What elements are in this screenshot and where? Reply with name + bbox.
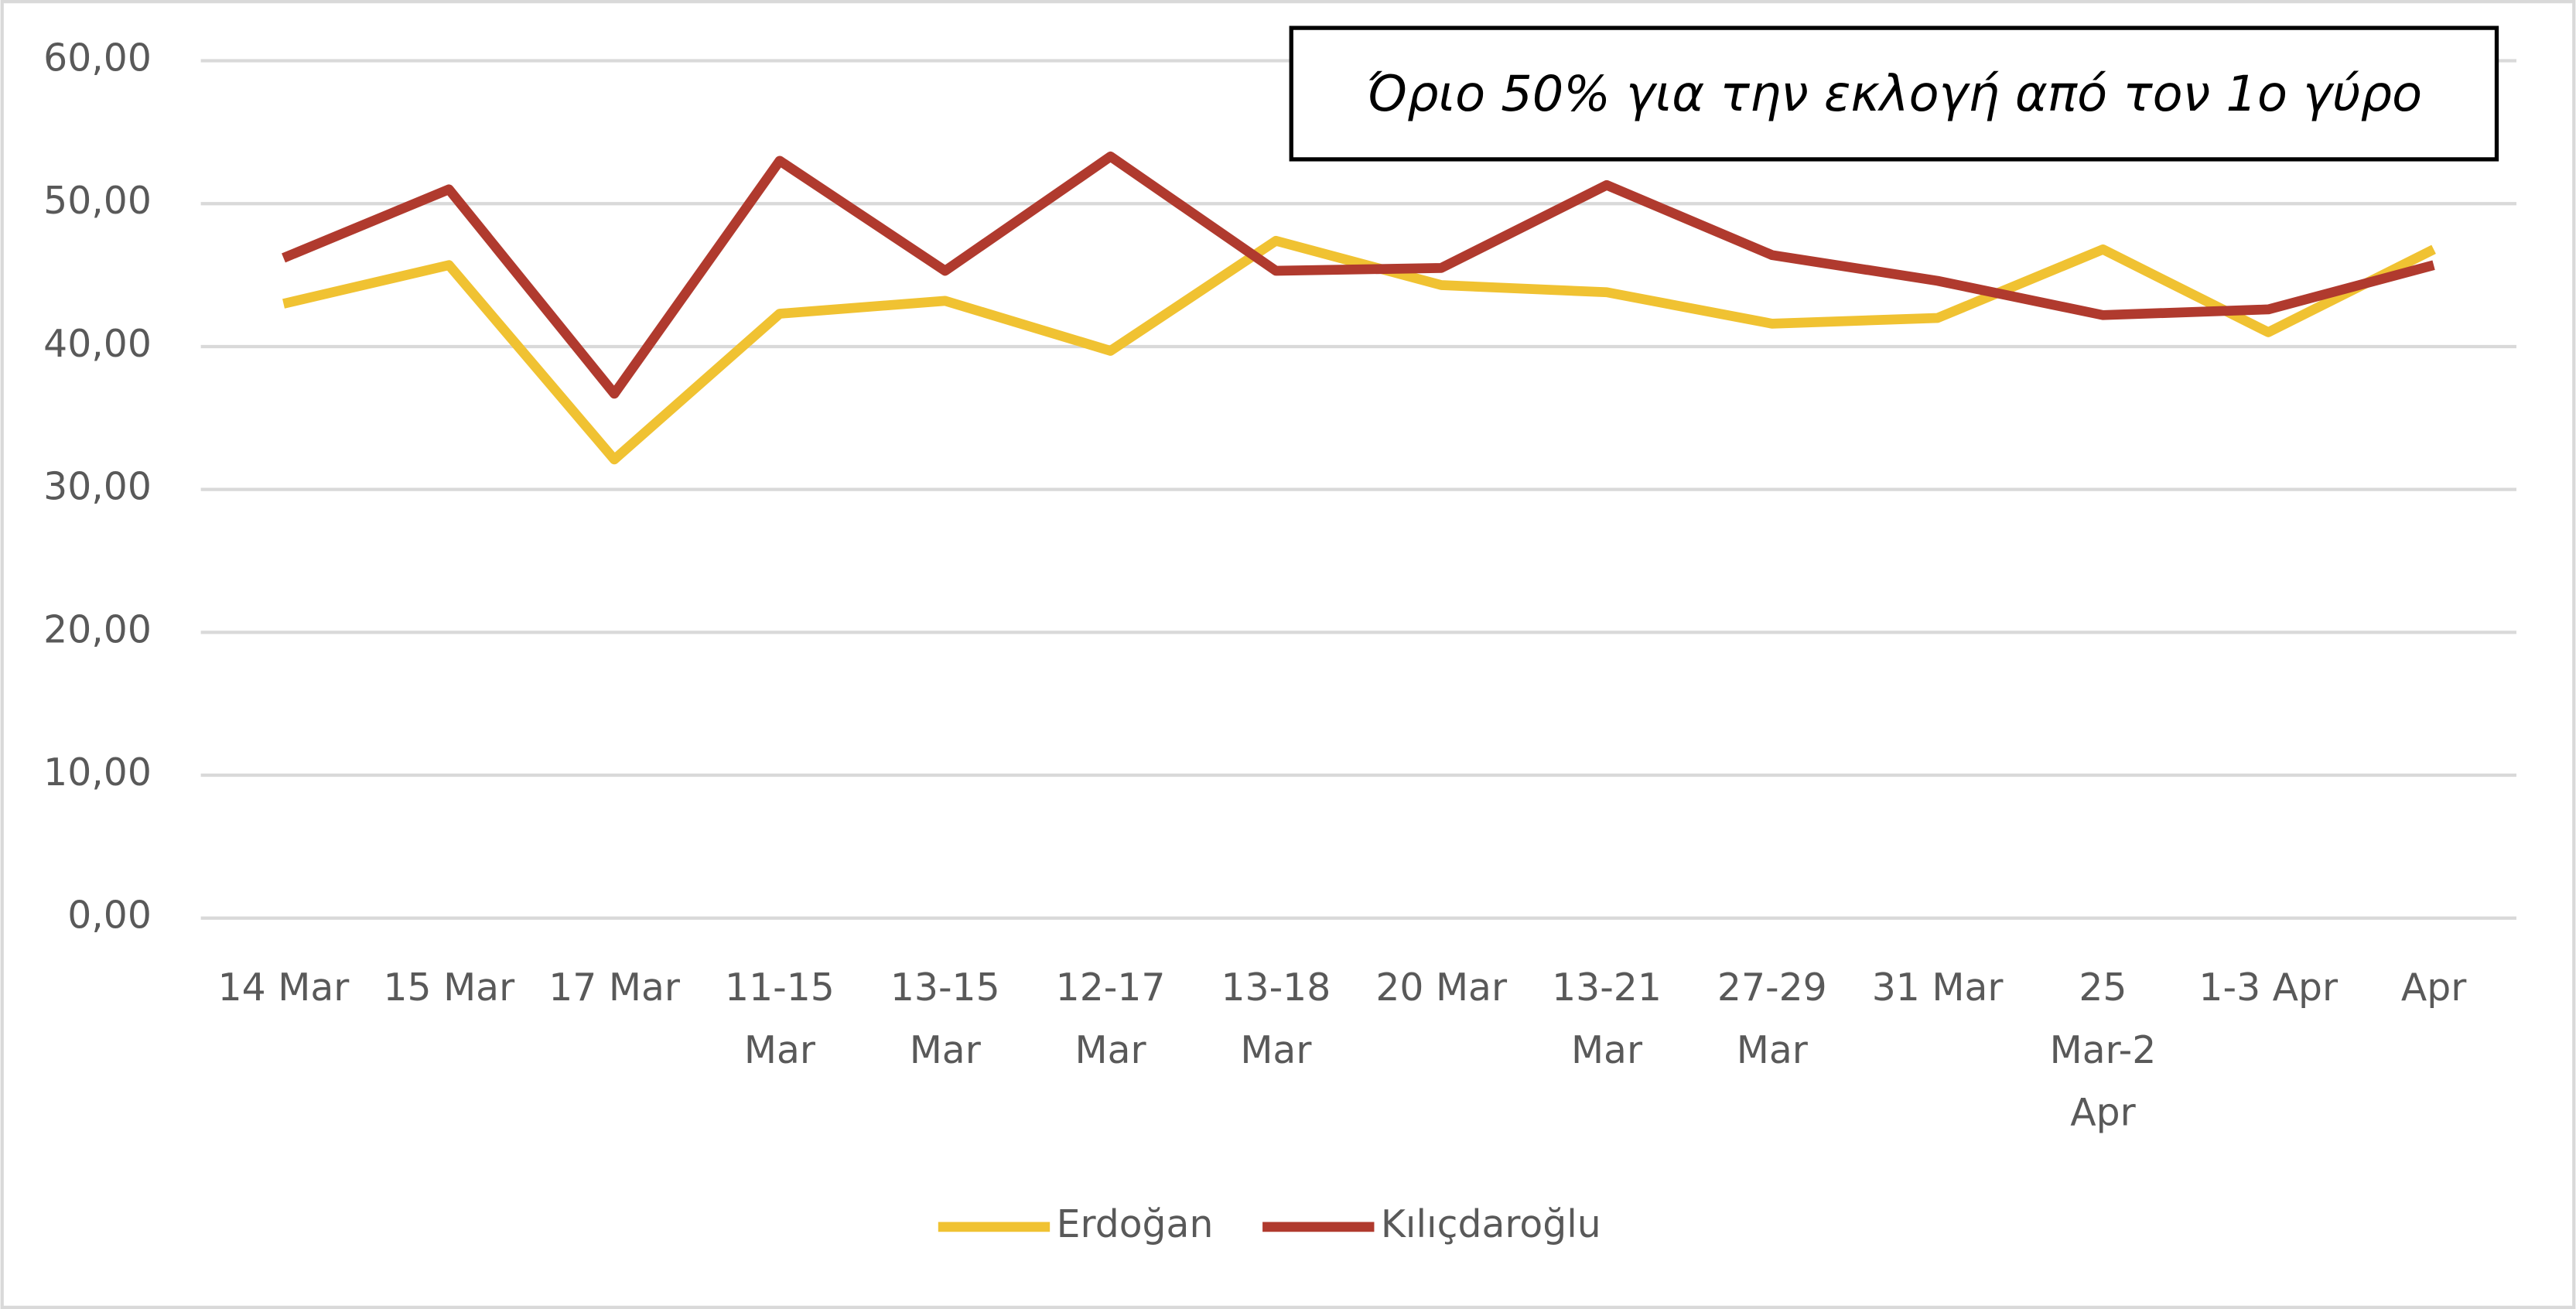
x-tick-label: 13-21 Mar [1552,966,1662,1072]
y-tick-label: 10,00 [43,750,152,795]
x-tick-label: 27-29 Mar [1717,966,1827,1072]
y-tick-label: 20,00 [43,607,152,651]
lines [282,151,2436,465]
y-tick-label: 0,00 [67,894,152,938]
x-tick-label: 15 Mar [383,966,515,1010]
grid [200,59,2516,920]
x-tick-label: Apr [2401,966,2467,1010]
x-tick-label: 17 Mar [548,966,681,1010]
x-tick-label: 13-15 Mar [890,966,1000,1072]
x-tick-label: 25 Mar-2 Apr [2050,966,2157,1134]
y-tick-label: 40,00 [43,322,152,366]
legend-label: Erdoğan [1057,1202,1214,1246]
x-tick-label: 12-17 Mar [1056,966,1166,1072]
y-tick-label: 50,00 [43,179,152,223]
x-tick-label: 1-3 Apr [2198,966,2339,1010]
x-tick-label: 14 Mar [218,966,350,1010]
x-tick-label: 13-18 Mar [1221,966,1331,1072]
y-tick-label: 60,00 [43,36,152,80]
series-line [282,151,2435,399]
annotation: Όριο 50% για την εκλογή από τον 1ο γύρο [1366,66,2422,123]
legend-label: Kılıçdaroğlu [1381,1202,1601,1246]
x-tick-label: 11-15 Mar [725,966,835,1072]
y-tick-label: 30,00 [43,465,152,509]
x-tick-label: 20 Mar [1375,966,1508,1010]
annotation-box [1289,26,2499,162]
series-line [282,235,2436,465]
x-tick-label: 31 Mar [1872,966,2004,1010]
